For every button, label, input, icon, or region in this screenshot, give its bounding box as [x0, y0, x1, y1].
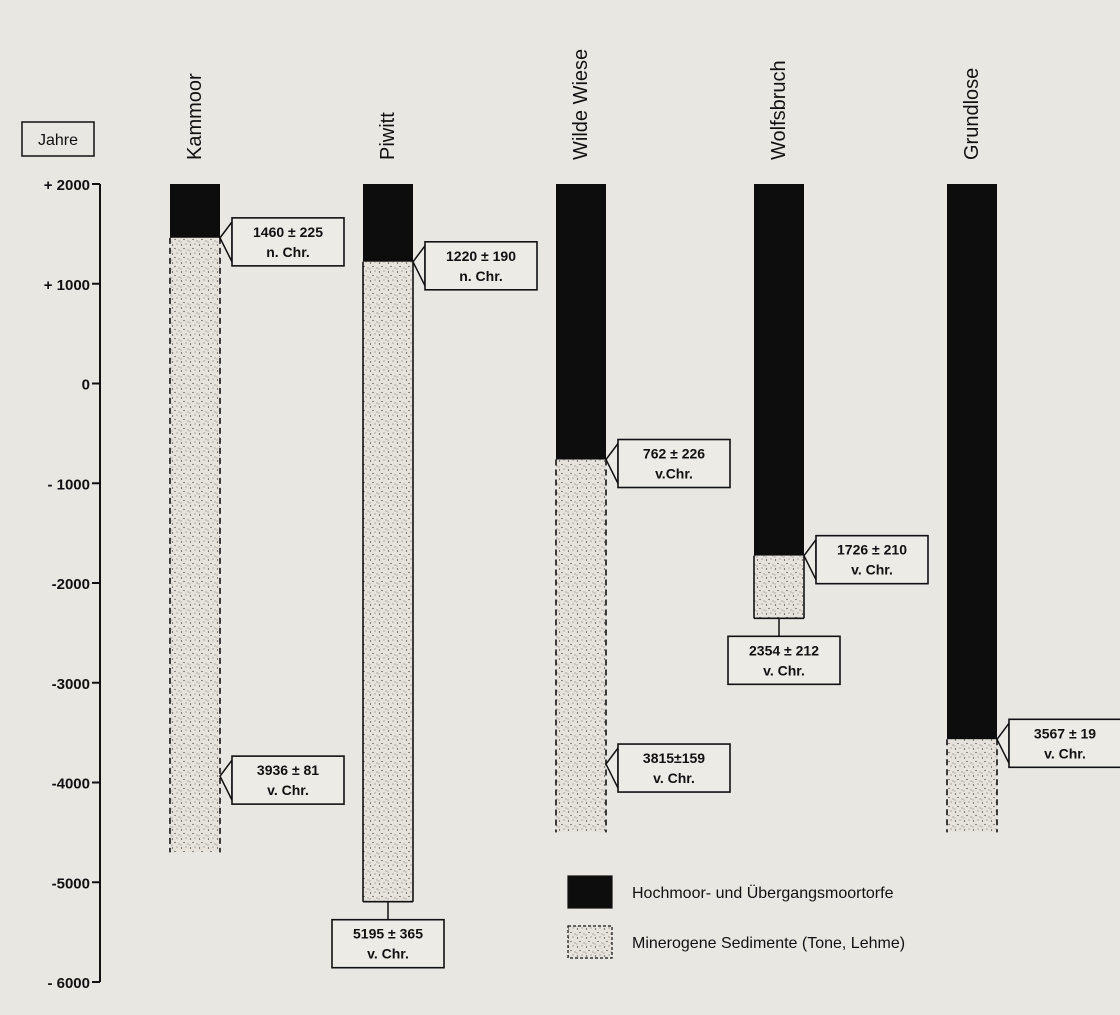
date-value: 3936 ± 81 — [257, 762, 319, 778]
column-wilde-wiese: Wilde Wiese 762 ± 226 v.Chr. 3815±159 v. Chr… — [555, 49, 731, 833]
column-title: Wilde Wiese — [570, 49, 592, 160]
date-box-frame — [331, 918, 445, 969]
column-title: Grundlose — [961, 68, 983, 160]
legend-swatch-peat — [567, 875, 613, 909]
y-axis-label-box — [21, 121, 95, 157]
sediment-layer-bar — [170, 237, 220, 853]
date-pointer — [605, 441, 619, 484]
date-era: v. Chr. — [763, 662, 805, 678]
y-tick-label: -4000 — [52, 776, 90, 793]
date-value: 3815±159 — [643, 750, 705, 766]
y-tick-label: -5000 — [52, 875, 90, 892]
date-pointer — [219, 757, 233, 801]
y-tick-label: -2000 — [52, 576, 90, 593]
peat-layer-bar — [947, 184, 997, 740]
peat-layer-bar — [754, 184, 804, 556]
legend-swatch-sediment — [567, 925, 613, 959]
date-pointer — [996, 721, 1010, 764]
date-era: v. Chr. — [653, 770, 695, 786]
date-pointer — [803, 537, 817, 581]
date-value: 1726 ± 210 — [837, 542, 907, 558]
peat-layer-bar — [556, 184, 606, 460]
date-box-frame — [1008, 718, 1120, 769]
legend-label: Minerogene Sedimente (Tone, Lehme) — [632, 935, 905, 952]
date-value: 762 ± 226 — [643, 446, 705, 462]
date-box-frame — [617, 743, 731, 793]
date-value: 5195 ± 365 — [353, 926, 423, 942]
date-box: 3567 ± 19 v. Chr. — [1008, 718, 1120, 769]
peat-layer-bar — [363, 184, 413, 262]
date-box-frame — [424, 241, 538, 291]
y-axis-label: Jahre — [38, 132, 78, 149]
date-box: 762 ± 226 v.Chr. — [617, 438, 731, 489]
y-tick-label: - 1000 — [47, 476, 90, 493]
date-value: 3567 ± 19 — [1034, 725, 1096, 741]
y-tick-label: - 6000 — [47, 975, 90, 992]
date-box: 1220 ± 190 n. Chr. — [424, 241, 538, 291]
y-tick-label: -3000 — [52, 676, 90, 693]
date-era: v. Chr. — [267, 782, 309, 798]
date-box-frame — [231, 217, 345, 267]
date-box: 1460 ± 225 n. Chr. — [231, 217, 345, 267]
date-box: 5195 ± 365 v. Chr. — [331, 918, 445, 969]
column-grundlose: Grundlose 3567 ± 19 v. Chr. — [946, 68, 1120, 833]
sediment-layer-bar — [947, 739, 997, 833]
column-title: Piwitt — [377, 112, 399, 160]
legend-label: Hochmoor- und Übergangsmoortorfe — [632, 884, 894, 902]
y-tick-label: + 2000 — [44, 177, 90, 194]
date-pointer — [605, 745, 619, 789]
date-box-frame — [617, 438, 731, 489]
date-box-frame — [231, 755, 345, 805]
sediment-layer-bar — [556, 459, 606, 833]
column-kammoor: Kammoor 1460 ± 225 n. Chr. 3936 ± 81 v. Chr. — [169, 73, 345, 853]
sediment-layer-bar — [754, 555, 804, 619]
y-tick-label: 0 — [82, 377, 90, 394]
columns: Kammoor 1460 ± 225 n. Chr. 3936 ± 81 v. Chr.… — [169, 49, 1120, 969]
y-tick-label: + 1000 — [44, 277, 90, 294]
column-title: Wolfsbruch — [768, 60, 790, 160]
date-value: 1220 ± 190 — [446, 248, 516, 264]
date-value: 1460 ± 225 — [253, 224, 323, 240]
date-era: n. Chr. — [459, 268, 503, 284]
date-box: 3815±159 v. Chr. — [617, 743, 731, 793]
column-piwitt: Piwitt 1220 ± 190 n. Chr. 5195 ± 365 v. Chr. — [331, 112, 538, 969]
column-wolfsbruch: Wolfsbruch 1726 ± 210 v. Chr. 2354 ± 212 v. … — [727, 60, 929, 686]
date-box-frame — [727, 635, 841, 686]
date-box: 2354 ± 212 v. Chr. — [727, 635, 841, 686]
date-pointer — [219, 219, 233, 263]
date-box: 1726 ± 210 v. Chr. — [815, 534, 929, 585]
column-title: Kammoor — [184, 73, 206, 160]
sediment-layer-bar — [363, 261, 413, 902]
date-box-frame — [815, 534, 929, 585]
date-era: v. Chr. — [367, 946, 409, 962]
date-era: v.Chr. — [655, 466, 693, 482]
date-era: n. Chr. — [266, 244, 310, 260]
date-box: 3936 ± 81 v. Chr. — [231, 755, 345, 805]
date-era: v. Chr. — [851, 562, 893, 578]
legend: Hochmoor- und Übergangsmoortorfe Mineroge… — [567, 875, 905, 959]
date-pointer — [412, 243, 426, 287]
peat-layer-bar — [170, 184, 220, 238]
y-axis: + 2000 + 1000 0 - 1000 -2000 -3000 -4000 -5000 -… — [21, 121, 101, 992]
date-value: 2354 ± 212 — [749, 642, 819, 658]
date-era: v. Chr. — [1044, 745, 1086, 761]
